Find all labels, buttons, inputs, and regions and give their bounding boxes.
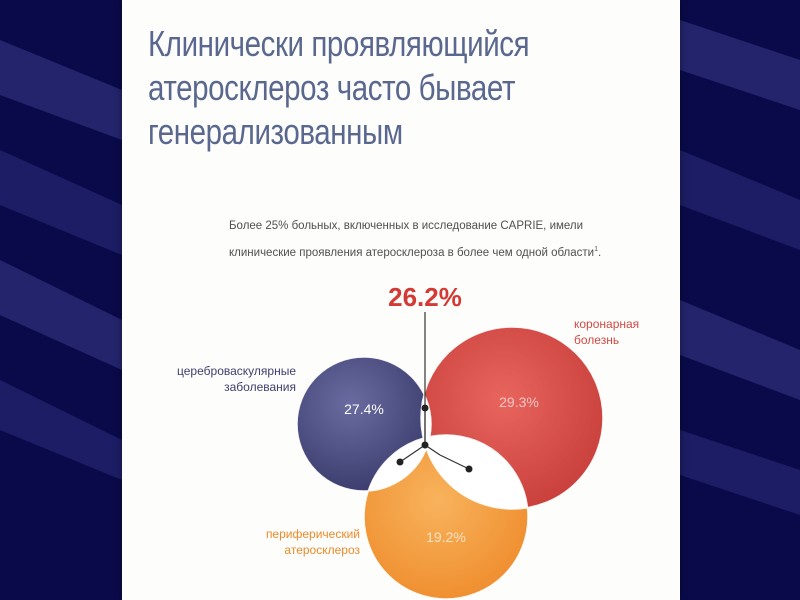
subtitle-text: Более 25% больных, включенных в исследов… bbox=[229, 214, 649, 265]
dot-cerebro-coronary bbox=[421, 404, 429, 412]
dot-coronary-peripheral bbox=[465, 465, 473, 473]
value-cerebrovascular: 27.4% bbox=[344, 401, 384, 417]
overlap-regions bbox=[364, 357, 528, 509]
value-peripheral: 19.2% bbox=[426, 529, 466, 545]
subtitle-line-1: Более 25% больных, включенных в исследов… bbox=[229, 220, 584, 232]
label-cerebrovascular: цереброваскулярные заболевания bbox=[177, 364, 296, 394]
slide-title: Клинически проявляющийся атеросклероз ча… bbox=[148, 22, 574, 154]
title-line-2: атеросклероз часто бывает bbox=[148, 67, 516, 108]
subtitle-line-2: клинические проявления атеросклероза в б… bbox=[229, 246, 602, 259]
title-line-1: Клинически проявляющийся bbox=[148, 23, 530, 64]
overlap-value: 26.2% bbox=[388, 282, 462, 312]
label-peripheral: периферический атеросклероз bbox=[265, 527, 360, 557]
title-line-3: генерализованным bbox=[148, 111, 403, 152]
dot-center bbox=[421, 441, 429, 449]
dot-cerebro-peripheral bbox=[396, 458, 404, 466]
value-coronary: 29.3% bbox=[499, 394, 539, 410]
label-coronary: коронарная болезнь bbox=[574, 317, 640, 347]
footnote-marker: 1 bbox=[594, 246, 599, 253]
